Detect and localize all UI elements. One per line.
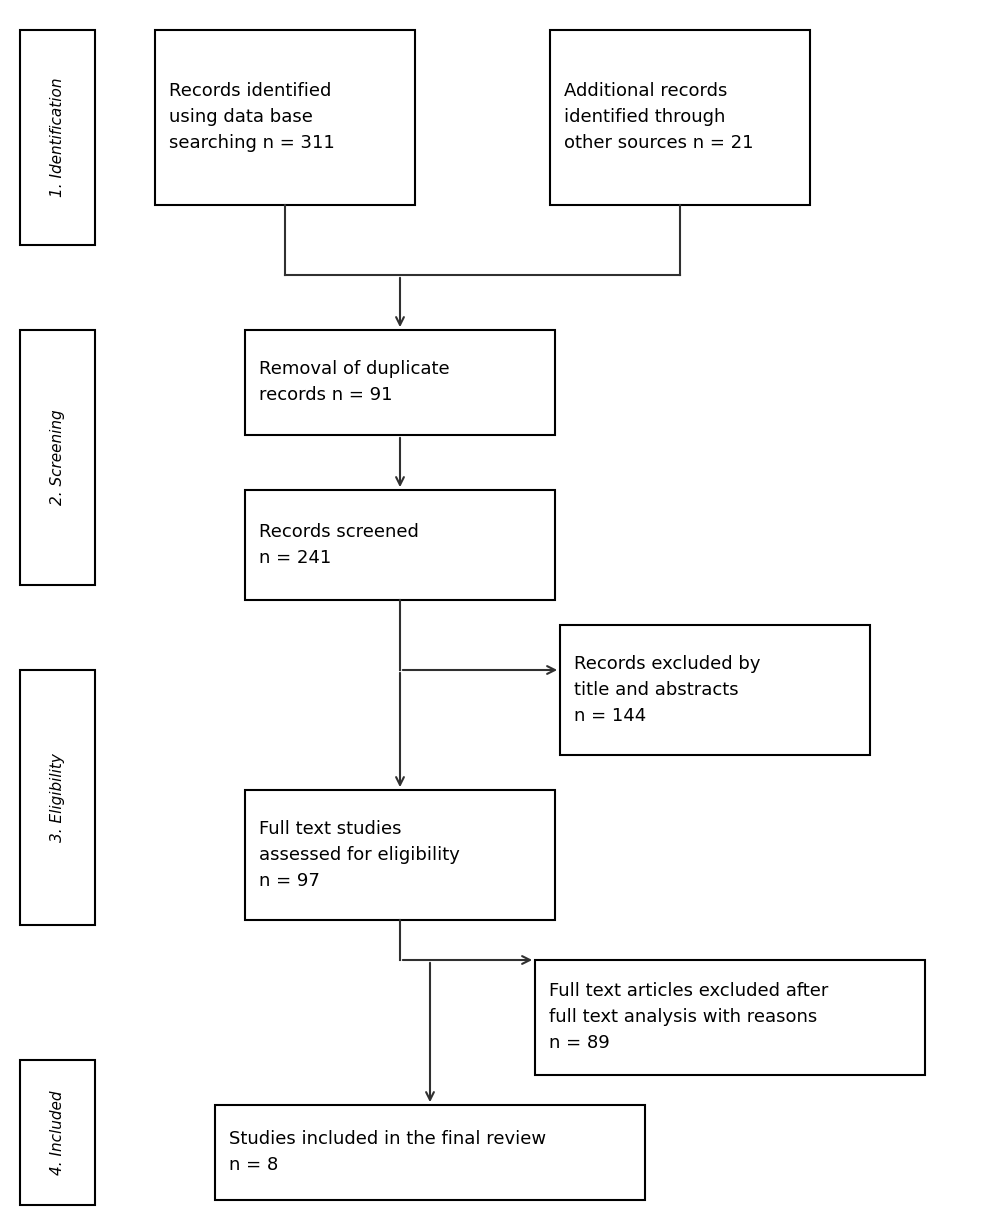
- Text: Full text studies: Full text studies: [259, 821, 401, 838]
- Text: n = 144: n = 144: [574, 707, 646, 724]
- Bar: [245, 490, 555, 600]
- Text: title and abstracts: title and abstracts: [574, 681, 739, 699]
- Text: Records identified: Records identified: [169, 83, 331, 101]
- Bar: [20, 1060, 95, 1205]
- Text: other sources n = 21: other sources n = 21: [564, 134, 753, 153]
- Text: searching n = 311: searching n = 311: [169, 134, 335, 153]
- Text: n = 97: n = 97: [259, 872, 319, 890]
- Text: Additional records: Additional records: [564, 83, 728, 101]
- Text: using data base: using data base: [169, 108, 313, 127]
- Bar: [215, 1105, 645, 1200]
- Text: 2. Screening: 2. Screening: [50, 410, 65, 505]
- Text: identified through: identified through: [564, 108, 726, 127]
- Bar: [550, 30, 810, 205]
- Bar: [245, 330, 555, 435]
- Text: records n = 91: records n = 91: [259, 387, 392, 404]
- Text: n = 8: n = 8: [229, 1157, 278, 1174]
- Bar: [245, 790, 555, 920]
- Text: assessed for eligibility: assessed for eligibility: [259, 846, 459, 864]
- Text: Removal of duplicate: Removal of duplicate: [259, 361, 450, 378]
- Text: Records excluded by: Records excluded by: [574, 655, 760, 673]
- Text: Studies included in the final review: Studies included in the final review: [229, 1131, 546, 1148]
- Text: 1. Identification: 1. Identification: [50, 78, 65, 197]
- Text: n = 89: n = 89: [549, 1035, 609, 1052]
- Bar: [20, 330, 95, 585]
- Text: 3. Eligibility: 3. Eligibility: [50, 753, 65, 841]
- Text: 4. Included: 4. Included: [50, 1090, 65, 1175]
- Text: Full text articles excluded after: Full text articles excluded after: [549, 982, 828, 1000]
- Text: Records screened: Records screened: [259, 524, 419, 541]
- Text: full text analysis with reasons: full text analysis with reasons: [549, 1009, 817, 1026]
- Bar: [20, 30, 95, 245]
- Bar: [560, 625, 870, 755]
- Bar: [535, 960, 925, 1076]
- Bar: [20, 670, 95, 925]
- Text: n = 241: n = 241: [259, 549, 331, 567]
- Bar: [155, 30, 415, 205]
